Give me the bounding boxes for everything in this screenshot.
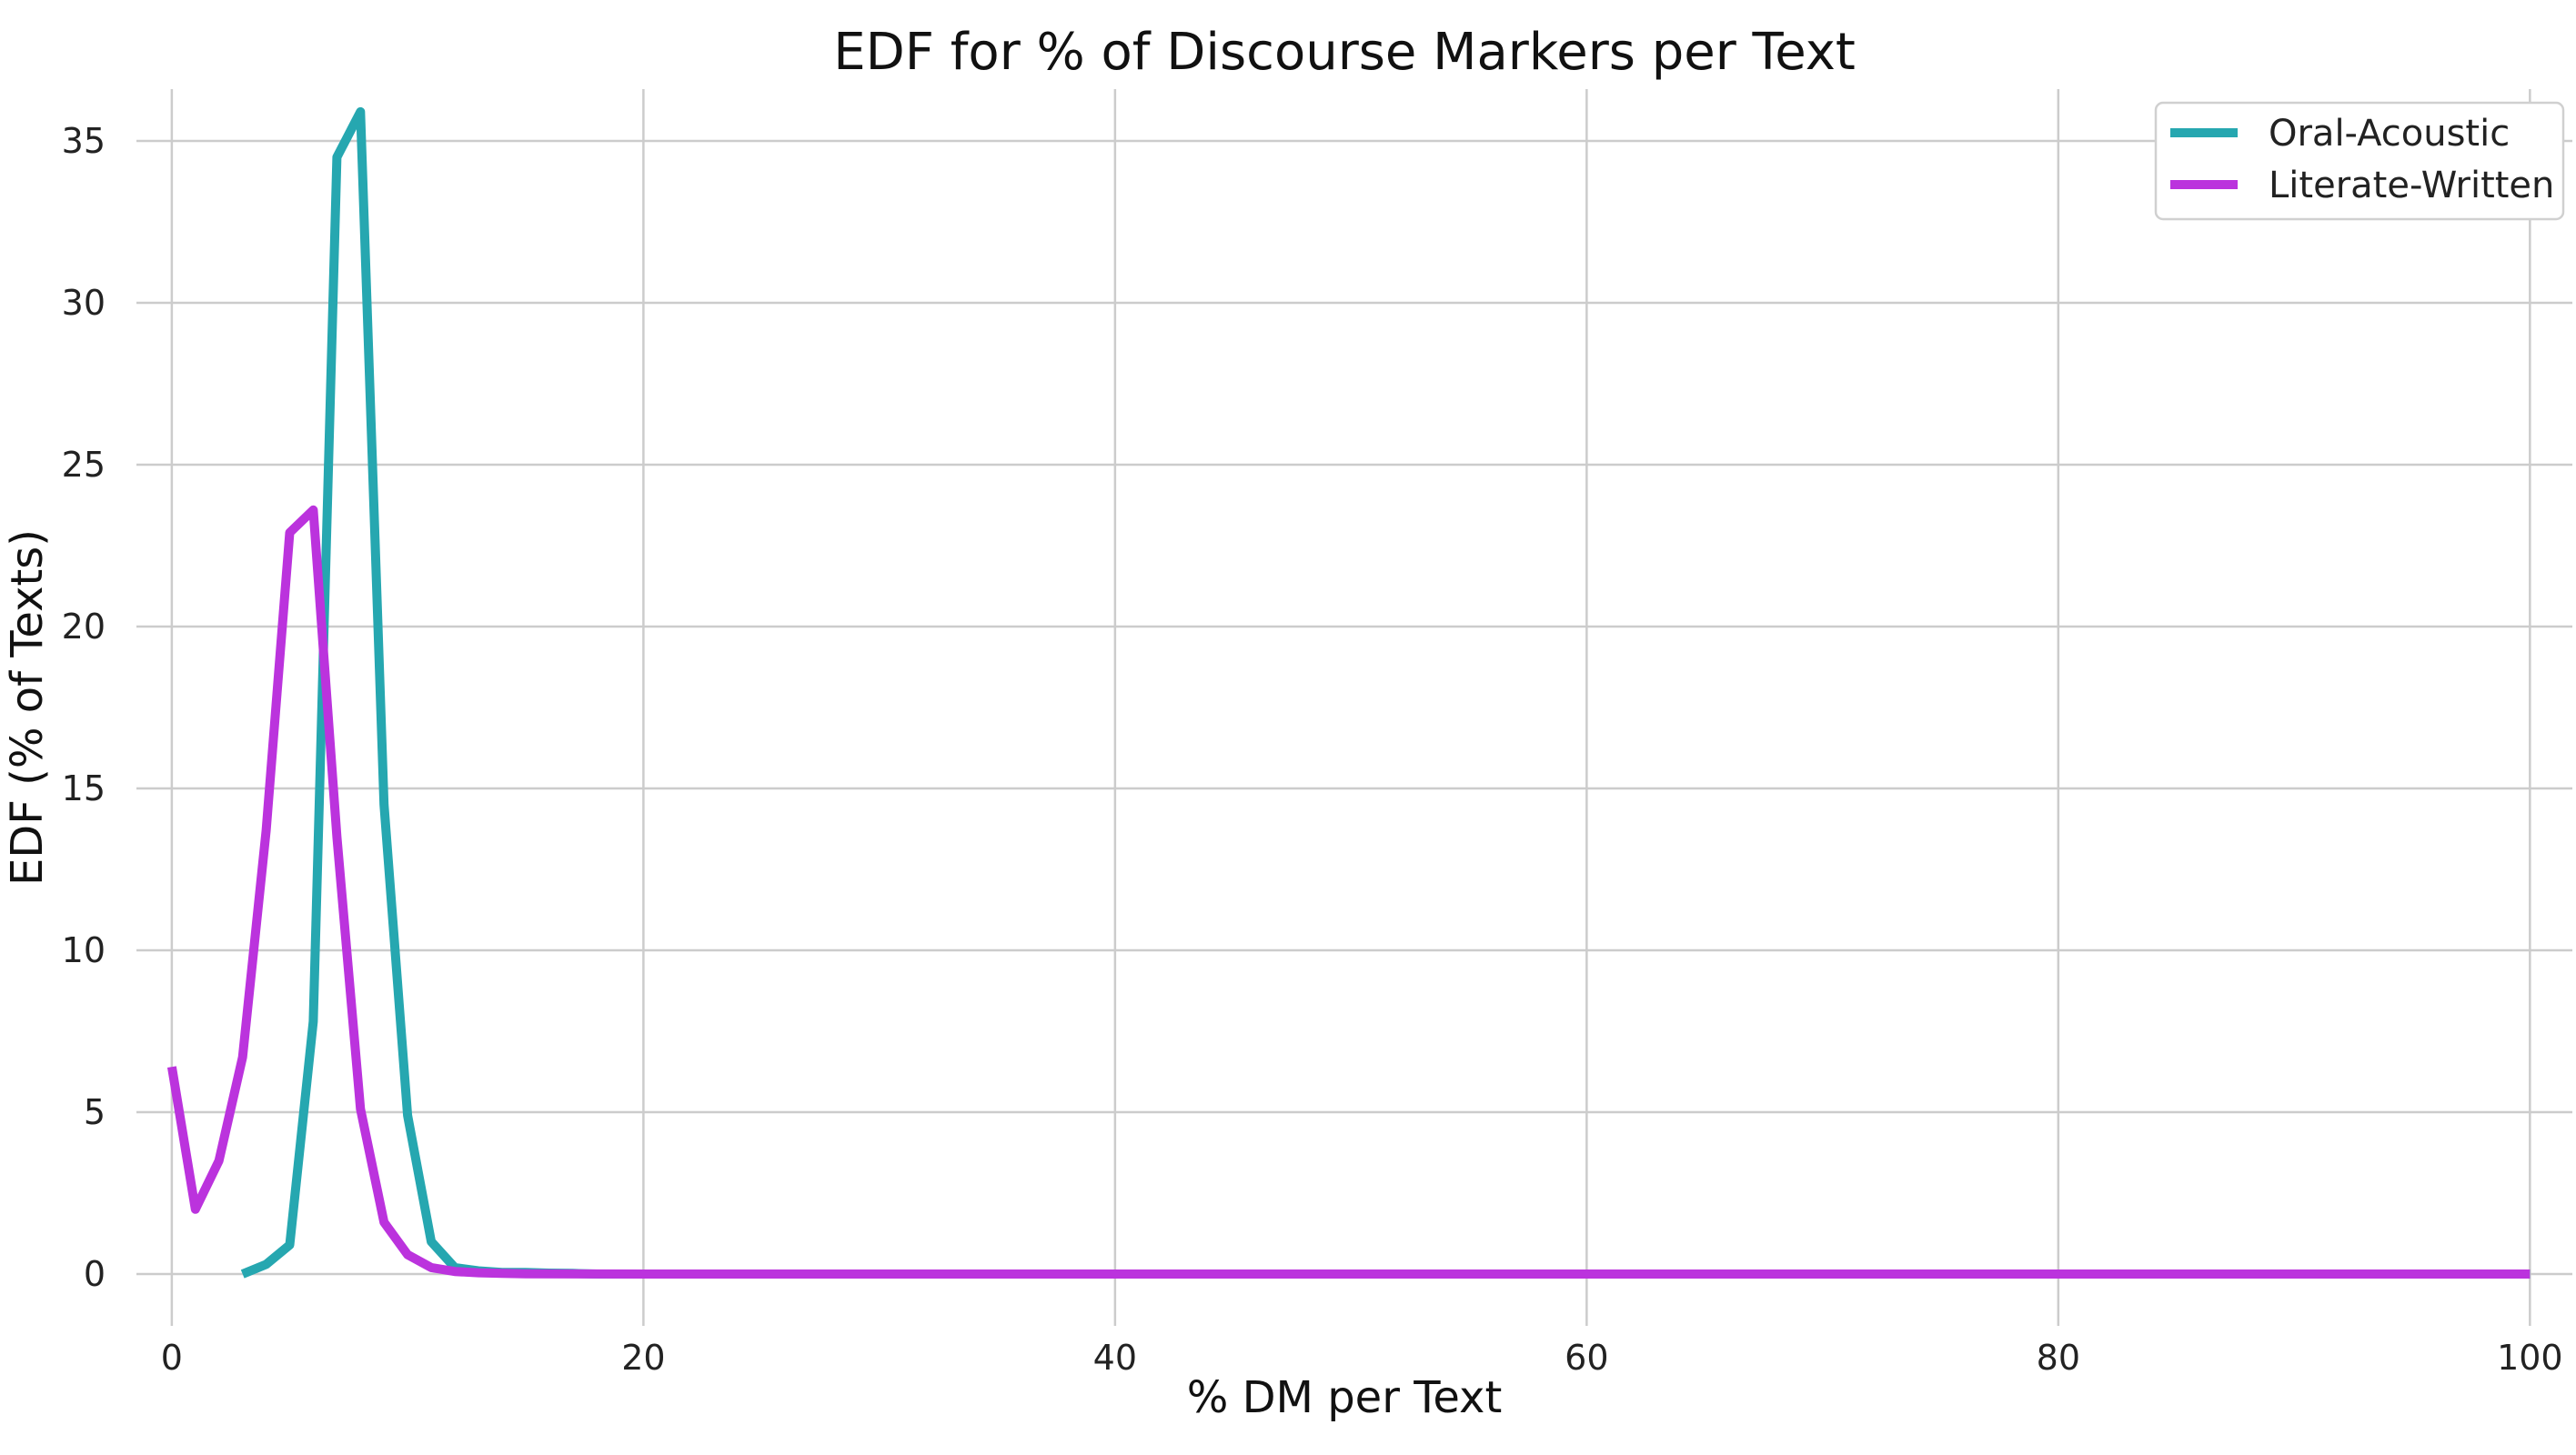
series-line-oral-acoustic (240, 106, 2531, 1279)
y-tick-label: 5 (84, 1092, 106, 1132)
x-tick-label: 100 (2497, 1338, 2563, 1378)
y-tick-label: 20 (62, 607, 106, 647)
legend-label-oral-acoustic: Oral-Acoustic (2269, 113, 2510, 155)
x-tick-label: 0 (161, 1338, 183, 1378)
y-tick-label: 25 (62, 445, 106, 485)
series-line-literate-written (166, 505, 2531, 1279)
y-tick-label: 35 (62, 121, 106, 161)
x-tick-label: 20 (621, 1338, 665, 1378)
legend: Oral-Acoustic Literate-Written (2154, 101, 2565, 221)
series-layer (166, 106, 2531, 1279)
x-tick-label: 60 (1565, 1338, 1608, 1378)
y-tick-label: 30 (62, 283, 106, 323)
x-gridlines (170, 89, 2531, 1326)
x-tick-labels: 0 20 40 60 80 100 (161, 1338, 2563, 1378)
y-tick-label: 10 (62, 930, 106, 970)
chart-title: EDF for % of Discourse Markers per Text (833, 23, 1856, 82)
y-tick-label: 15 (62, 768, 106, 808)
y-tick-label: 0 (84, 1254, 106, 1294)
y-tick-labels: 0 5 10 15 20 25 30 35 (62, 121, 106, 1294)
y-gridlines (136, 139, 2572, 1276)
y-axis-title: EDF (% of Texts) (2, 529, 53, 886)
x-tick-label: 80 (2037, 1338, 2080, 1378)
legend-frame (2154, 101, 2565, 221)
x-axis-title: % DM per Text (1187, 1372, 1503, 1423)
legend-label-literate-written: Literate-Written (2269, 165, 2554, 206)
x-tick-label: 40 (1093, 1338, 1137, 1378)
